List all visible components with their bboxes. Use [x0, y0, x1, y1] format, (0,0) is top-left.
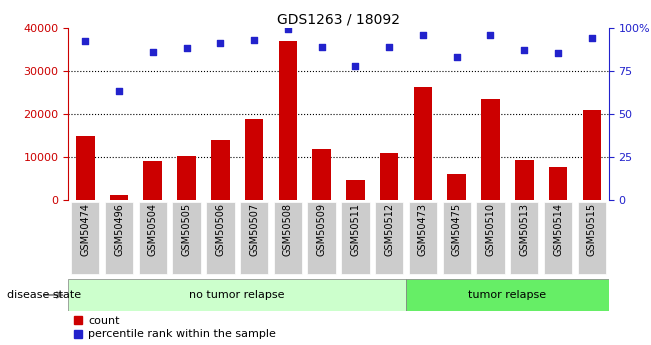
FancyBboxPatch shape — [139, 201, 167, 275]
FancyBboxPatch shape — [510, 201, 538, 275]
Point — [215, 40, 225, 46]
Text: GSM50506: GSM50506 — [215, 203, 225, 256]
Legend: count, percentile rank within the sample: count, percentile rank within the sample — [74, 316, 276, 339]
Point — [114, 89, 124, 94]
FancyBboxPatch shape — [375, 201, 404, 275]
Point — [384, 44, 395, 49]
Bar — [481, 99, 500, 200]
Text: disease state: disease state — [7, 290, 81, 300]
Bar — [110, 195, 128, 200]
Bar — [279, 41, 297, 200]
Text: GSM50513: GSM50513 — [519, 203, 529, 256]
Text: GSM50496: GSM50496 — [114, 203, 124, 256]
Text: GSM50475: GSM50475 — [452, 203, 462, 256]
FancyBboxPatch shape — [341, 201, 370, 275]
Text: GSM50510: GSM50510 — [486, 203, 495, 256]
Text: tumor relapse: tumor relapse — [468, 290, 546, 300]
Point — [80, 39, 90, 44]
Point — [249, 37, 259, 42]
Point — [452, 54, 462, 60]
Bar — [245, 119, 264, 200]
Point — [316, 44, 327, 49]
Text: GSM50515: GSM50515 — [587, 203, 597, 256]
FancyBboxPatch shape — [173, 201, 201, 275]
Text: GSM50473: GSM50473 — [418, 203, 428, 256]
FancyBboxPatch shape — [477, 201, 505, 275]
Point — [350, 63, 361, 68]
Text: GSM50511: GSM50511 — [350, 203, 361, 256]
Bar — [406, 279, 609, 311]
Bar — [549, 167, 567, 200]
Point — [148, 49, 158, 55]
FancyBboxPatch shape — [409, 201, 437, 275]
FancyBboxPatch shape — [206, 201, 234, 275]
Text: GSM50505: GSM50505 — [182, 203, 191, 256]
Text: GSM50507: GSM50507 — [249, 203, 259, 256]
Text: no tumor relapse: no tumor relapse — [189, 290, 285, 300]
FancyBboxPatch shape — [71, 201, 100, 275]
Point — [519, 47, 529, 53]
Bar — [447, 174, 466, 200]
Point — [587, 35, 597, 41]
FancyBboxPatch shape — [273, 201, 302, 275]
Bar — [143, 161, 162, 200]
Text: GSM50474: GSM50474 — [80, 203, 90, 256]
FancyBboxPatch shape — [307, 201, 336, 275]
Text: GSM50509: GSM50509 — [316, 203, 327, 256]
Bar — [177, 156, 196, 200]
Bar — [583, 110, 601, 200]
Bar — [312, 149, 331, 200]
Point — [553, 51, 563, 56]
FancyBboxPatch shape — [443, 201, 471, 275]
Text: GSM50508: GSM50508 — [283, 203, 293, 256]
Text: GSM50512: GSM50512 — [384, 203, 394, 256]
Bar — [413, 87, 432, 200]
FancyBboxPatch shape — [544, 201, 572, 275]
FancyBboxPatch shape — [105, 201, 133, 275]
Text: GSM50504: GSM50504 — [148, 203, 158, 256]
Point — [182, 46, 192, 51]
Title: GDS1263 / 18092: GDS1263 / 18092 — [277, 12, 400, 27]
Text: GSM50514: GSM50514 — [553, 203, 563, 256]
Bar — [211, 140, 230, 200]
Bar — [515, 159, 534, 200]
Point — [418, 32, 428, 37]
Bar — [76, 136, 94, 200]
Bar — [68, 279, 406, 311]
Bar — [380, 153, 398, 200]
Point — [283, 27, 293, 32]
Point — [485, 32, 495, 37]
Bar — [346, 180, 365, 200]
FancyBboxPatch shape — [240, 201, 268, 275]
FancyBboxPatch shape — [577, 201, 606, 275]
